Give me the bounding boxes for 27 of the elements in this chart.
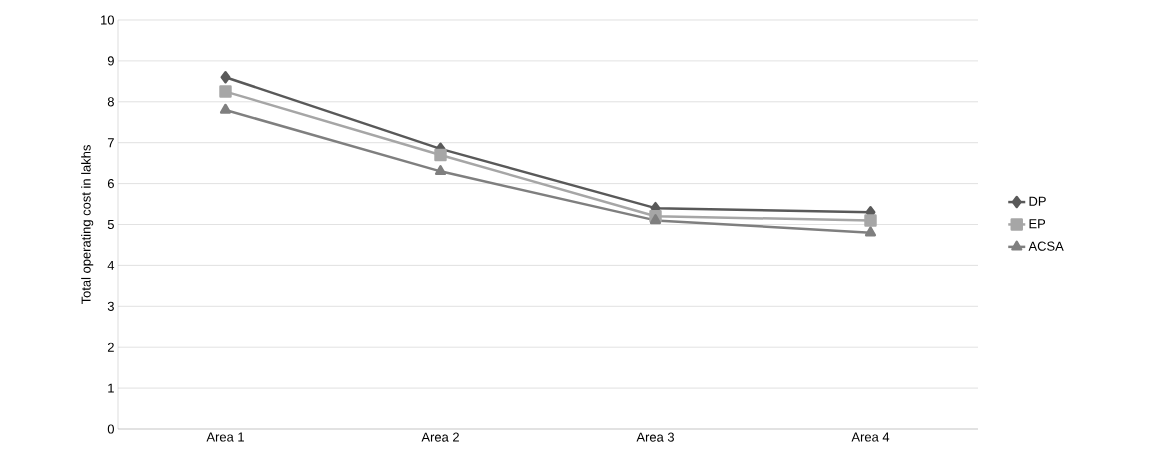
y-tick-label: 0 xyxy=(107,424,114,434)
y-tick-label: 10 xyxy=(101,15,114,25)
x-tick-label: Area 1 xyxy=(206,432,244,442)
x-tick-label: Area 2 xyxy=(421,432,459,442)
y-tick-label: 1 xyxy=(108,383,114,393)
point xyxy=(434,148,447,162)
y-tick-label: 5 xyxy=(107,219,114,230)
y-tick-label: 3 xyxy=(107,301,114,311)
x-tick-label: Area 3 xyxy=(636,432,675,442)
legend-label: EP xyxy=(1029,219,1046,229)
point xyxy=(220,71,231,84)
y-tick-label: 7 xyxy=(107,138,114,148)
legend-label: DP xyxy=(1029,196,1046,206)
y-tick-label: 2 xyxy=(107,342,114,352)
point xyxy=(864,226,877,237)
y-tick-label: 8 xyxy=(107,97,114,107)
point xyxy=(864,214,877,227)
y-axis-title: Total operating cost in lakhs xyxy=(81,145,94,305)
legend-label: ACSA xyxy=(1028,241,1064,251)
x-tick-label: Area 4 xyxy=(851,432,890,442)
y-tick-label: 6 xyxy=(107,179,114,189)
point xyxy=(219,103,232,114)
y-tick-label: 4 xyxy=(107,260,115,270)
y-tick-label: 9 xyxy=(107,56,114,66)
point xyxy=(434,165,447,176)
point xyxy=(649,214,662,225)
point xyxy=(219,85,232,98)
